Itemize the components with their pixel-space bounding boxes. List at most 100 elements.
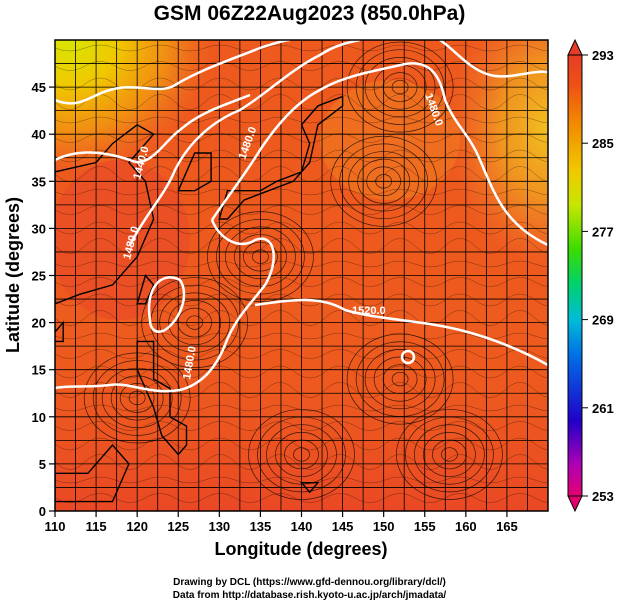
contour-line (400, 349, 416, 365)
streamline (396, 409, 503, 500)
streamline (275, 432, 328, 477)
streamline (355, 341, 445, 417)
x-tick-label: 145 (332, 519, 354, 534)
streamline (55, 133, 548, 143)
coastline (177, 152, 212, 192)
streamline (441, 447, 458, 462)
grid-lines (55, 40, 548, 511)
streamline (243, 241, 278, 272)
streamline (55, 404, 548, 412)
colorbar-tick-label: 261 (592, 401, 614, 416)
x-tick-label: 125 (167, 519, 189, 534)
contour-label: 1480.0 (181, 345, 199, 380)
colorbar-tick-label: 293 (592, 48, 614, 63)
streamline (252, 249, 269, 264)
y-tick-label: 0 (39, 504, 46, 519)
y-axis-title: Latitude (degrees) (3, 197, 23, 353)
y-tick-label: 35 (32, 174, 46, 189)
x-tick-label: 130 (208, 519, 230, 534)
coastline (136, 274, 155, 305)
streamline (55, 61, 548, 71)
contour-line (128, 40, 361, 246)
colorbar-tick-label: 269 (592, 313, 614, 328)
contour-line (210, 62, 548, 247)
streamline (55, 205, 548, 215)
streamline (55, 293, 548, 307)
streamline (55, 332, 548, 340)
y-tick-label: 5 (39, 457, 46, 472)
height-contours (55, 40, 548, 393)
streamline (55, 94, 548, 110)
colorbar-tick-label: 285 (592, 136, 614, 151)
streamline (216, 218, 305, 295)
colorbar-max-arrow (567, 38, 583, 56)
streamline (55, 365, 548, 379)
y-tick-label: 40 (32, 127, 46, 142)
streamline (55, 382, 548, 398)
streamline (55, 421, 548, 431)
y-axis: 0 5 10 15 20 25 30 35 40 45 (32, 80, 55, 519)
x-tick-label: 150 (373, 519, 395, 534)
streamline (346, 333, 454, 425)
contour-line (55, 40, 291, 105)
streamline (423, 432, 476, 477)
contour-label: 1520.0 (352, 305, 386, 317)
streamline (257, 416, 346, 493)
streamline (55, 349, 548, 359)
streamline (391, 372, 409, 387)
streamline (55, 77, 548, 91)
contour-line (254, 298, 548, 367)
streamline (207, 211, 314, 303)
streamline (55, 310, 548, 326)
streamline (432, 439, 467, 470)
x-tick-label: 140 (291, 519, 313, 534)
streamline (55, 493, 548, 503)
coastline (136, 340, 188, 456)
streamline (55, 221, 548, 235)
colorbar-ticks: 293 285 277 269 261 253 (582, 48, 614, 504)
credit-text: Drawing by DCL (https://www.gfd-dennou.o… (0, 576, 619, 602)
x-axis: 110 115 120 125 130 135 140 145 150 155 160 165 (45, 511, 518, 534)
contour-line (55, 93, 251, 164)
streamline (284, 439, 319, 470)
chart-title: GSM 06Z22Aug2023 (850.0hPa) (153, 2, 466, 25)
colorbar: 293 285 277 269 261 253 (567, 38, 614, 513)
y-tick-label: 25 (32, 269, 46, 284)
contour-line (439, 40, 548, 78)
streamline (83, 352, 191, 444)
streamline (225, 226, 296, 287)
colorbar-tick-label: 277 (592, 224, 614, 239)
colorbar-min-arrow (567, 495, 583, 513)
y-tick-label: 15 (32, 363, 46, 378)
streamline (405, 416, 494, 493)
contour-line (55, 219, 275, 393)
streamline (373, 356, 427, 402)
streamline (55, 260, 548, 268)
x-tick-label: 120 (126, 519, 148, 534)
streamline (92, 360, 182, 436)
contour-line (147, 276, 186, 333)
streamline (248, 409, 355, 500)
colorbar-tick-label: 253 (592, 489, 614, 504)
y-tick-label: 45 (32, 80, 46, 95)
streamline (293, 447, 310, 462)
streamline (55, 188, 548, 196)
credit-drawing: Drawing by DCL (https://www.gfd-dennou.o… (173, 577, 446, 588)
y-tick-label: 10 (32, 410, 46, 425)
streamline (414, 424, 485, 485)
y-tick-label: 30 (32, 221, 46, 236)
streamline (55, 238, 548, 254)
credit-data: Data from http://database.rish.kyoto-u.a… (172, 590, 447, 601)
y-tick-label: 20 (32, 316, 46, 331)
streamline (55, 437, 548, 451)
x-tick-label: 110 (45, 519, 66, 534)
x-tick-label: 115 (86, 519, 107, 534)
streamline (266, 424, 337, 485)
wind-streamlines (55, 41, 548, 503)
coastline (55, 320, 64, 343)
x-tick-label: 160 (455, 519, 477, 534)
streamline (55, 44, 548, 52)
x-axis-title: Longitude (degrees) (214, 539, 387, 559)
streamline (364, 349, 436, 410)
